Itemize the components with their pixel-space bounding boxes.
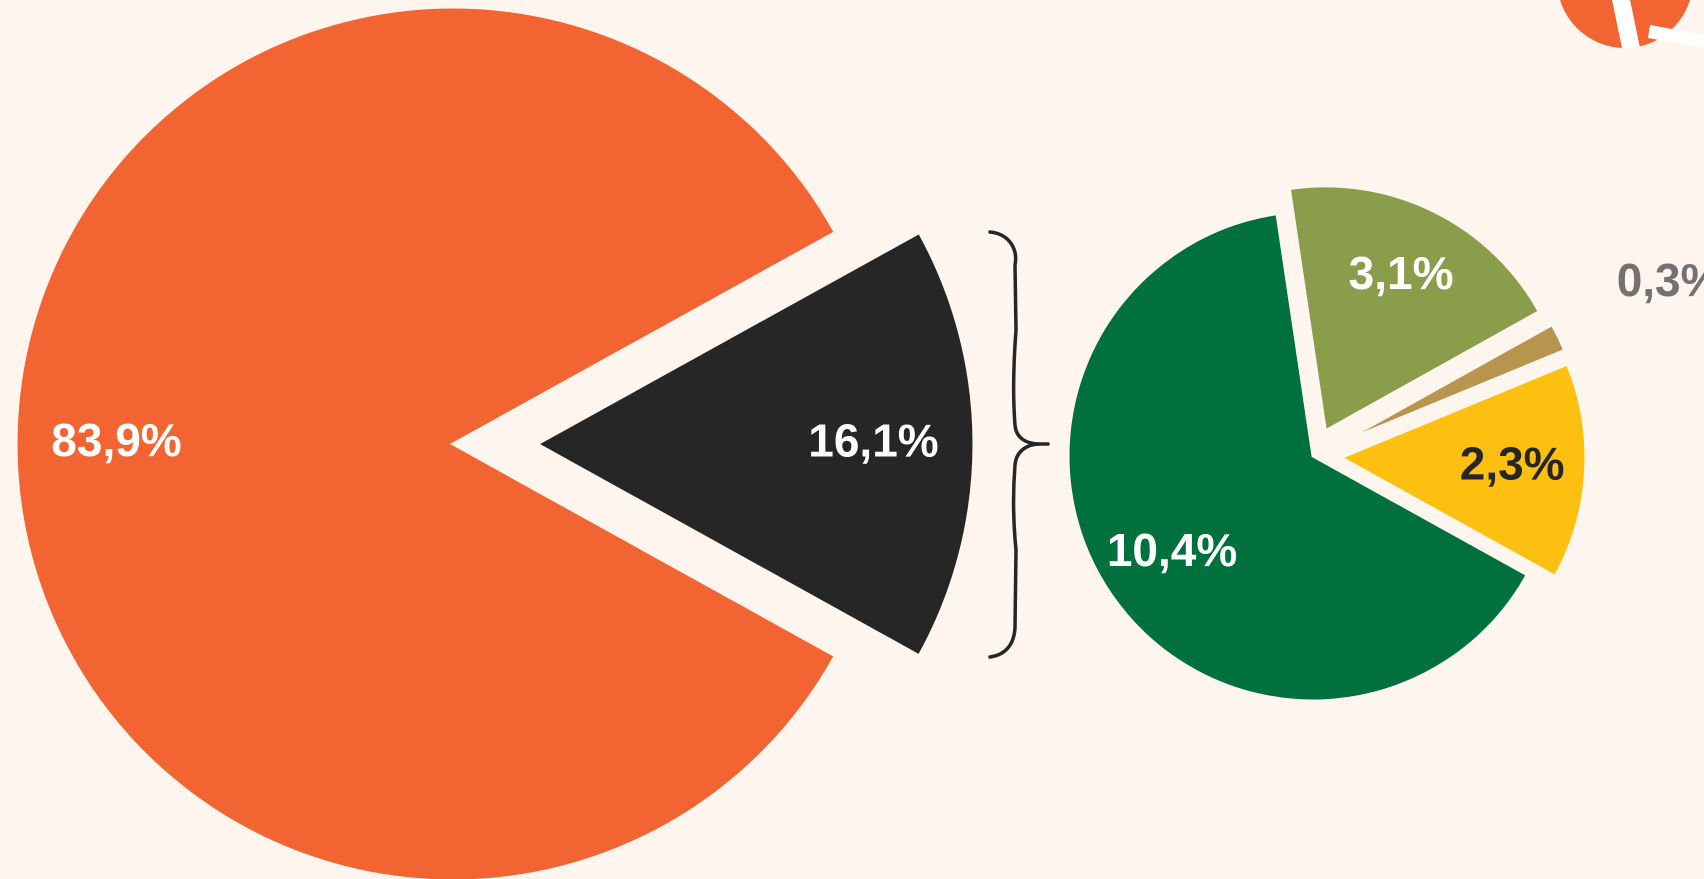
pie-slice bbox=[1066, 211, 1530, 703]
pie-slice bbox=[14, 5, 838, 879]
slice-label: 0,3% bbox=[1617, 254, 1704, 306]
slice-label: 10,4% bbox=[1107, 524, 1237, 576]
pie-slice bbox=[533, 230, 976, 658]
pie-slice bbox=[1287, 184, 1542, 434]
slice-label: 16,1% bbox=[808, 414, 938, 466]
slice-label: 83,9% bbox=[51, 414, 181, 466]
pie-slice bbox=[1337, 362, 1588, 579]
corner-decoration bbox=[1560, 0, 1704, 48]
slice-label: 3,1% bbox=[1349, 247, 1454, 299]
slice-label: 2,3% bbox=[1460, 438, 1565, 490]
pie-slice bbox=[1337, 322, 1567, 446]
